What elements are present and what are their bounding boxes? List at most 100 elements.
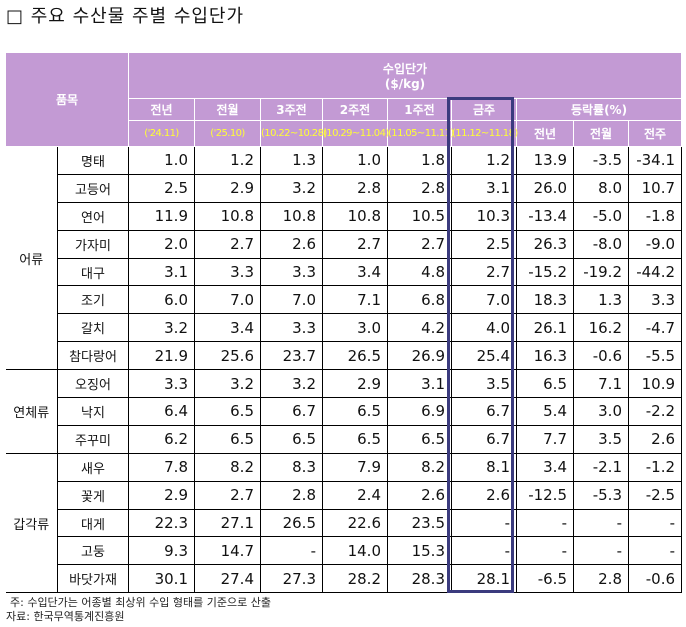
value-cell: 2.7 [194,229,261,259]
value-cell: -34.1 [627,146,683,175]
value-cell: 2.9 [128,480,195,510]
value-cell: 3.3 [260,313,323,343]
period-range: ('25.10) [194,120,261,147]
value-cell: 2.6 [260,229,323,259]
value-cell: 3.1 [387,369,452,399]
item-name: 가자미 [57,229,129,259]
value-cell: 10.3 [451,201,517,231]
value-cell: 18.3 [516,285,574,315]
table-row: 연체류 오징어 3.3 3.2 3.2 2.9 3.1 3.5 6.5 7.1 10.9 [5,369,683,454]
period-range: (10.22~10.28) [260,120,327,147]
value-cell: 3.5 [451,369,517,399]
value-cell: 10.8 [194,201,261,231]
value-cell: 5.4 [516,397,574,426]
value-cell: 3.3 [128,369,195,399]
value-cell: 26.5 [260,508,323,538]
table-row: 어류 명태 1.0 1.2 1.3 1.0 1.8 1.2 13.9 -3.5 -34.1 [5,145,683,371]
value-cell: - [451,508,517,538]
value-cell: 2.9 [194,173,261,203]
period-label: 2주전 [322,98,388,121]
value-cell: 23.7 [260,341,323,371]
value-cell: 2.8 [260,480,323,510]
value-cell: 28.1 [451,564,517,594]
item-name: 대게 [57,508,129,538]
value-cell: 1.0 [128,146,195,175]
value-cell: 16.2 [573,313,629,343]
value-cell: 2.6 [451,480,517,510]
period-label: 전월 [194,98,261,121]
value-cell: 3.4 [322,257,388,287]
value-cell: 2.5 [128,173,195,203]
value-cell: 3.2 [194,369,261,399]
value-cell: 27.3 [260,564,323,594]
period-label: 금주 [451,98,517,121]
value-cell: 7.1 [322,285,388,315]
period-label: 전년 [128,98,195,121]
value-cell: 10.7 [627,173,683,203]
value-cell: 3.2 [260,369,323,399]
value-cell: 7.9 [322,452,388,482]
value-cell: 3.3 [260,257,323,287]
value-cell: 26.5 [322,341,388,371]
value-cell: -19.2 [573,257,629,287]
table-row: 갈치 3.2 3.4 3.3 3.0 4.2 4.0 26.1 16.2 -4.7 [6,313,683,343]
value-cell: 1.0 [322,146,388,175]
value-cell: 14.0 [322,536,388,566]
item-name: 새우 [57,452,129,482]
value-cell: -2.5 [627,480,683,510]
value-cell: 2.7 [194,480,261,510]
table-row: 꽃게 2.9 2.7 2.8 2.4 2.6 2.6 -12.5 -5.3 -2.5 [6,480,683,510]
value-cell: 26.9 [387,341,452,371]
period-range: (11.12~11.18) [451,120,518,147]
value-cell: 26.0 [516,173,574,203]
value-cell: 8.2 [387,452,452,482]
value-cell: 22.3 [128,508,195,538]
value-cell: 2.8 [387,173,452,203]
value-cell: -1.2 [627,452,683,482]
value-cell: 25.4 [451,341,517,371]
item-name: 바닷가재 [57,564,129,594]
price-unit: ($/kg) [384,77,426,91]
value-cell: 6.0 [128,285,195,315]
value-cell: 6.5 [387,424,452,454]
table-row: 참다랑어 21.9 25.6 23.7 26.5 26.9 25.4 16.3 -0.6 -5.5 [6,341,683,371]
value-cell: - [516,536,574,566]
table-row: 대게 22.3 27.1 26.5 22.6 23.5- - - - [6,508,683,538]
value-cell: 3.2 [260,173,323,203]
value-cell: 9.3 [128,536,195,566]
value-cell: 27.4 [194,564,261,594]
value-cell: - [627,536,683,566]
value-cell: 3.1 [128,257,195,287]
period-label: 1주전 [387,98,452,121]
group-name: 연체류 [5,369,58,454]
value-cell: 3.4 [194,313,261,343]
value-cell: 14.7 [194,536,261,566]
value-cell: 15.3 [387,536,452,566]
value-cell: -9.0 [627,229,683,259]
value-cell: 21.9 [128,341,195,371]
price-title: 수입단가 [382,62,428,76]
value-cell: 28.2 [322,564,388,594]
value-cell: 3.5 [573,424,629,454]
value-cell: -15.2 [516,257,574,287]
value-cell: -44.2 [627,257,683,287]
value-cell: 6.5 [194,397,261,426]
value-cell: 7.8 [128,452,195,482]
table-row: 대구 3.1 3.3 3.3 3.4 4.8 2.7 -15.2 -19.2 -44.2 [6,257,683,287]
value-cell: - [627,508,683,538]
item-name: 고등어 [57,173,129,203]
value-cell: -2.1 [573,452,629,482]
table-row: 가자미 2.0 2.7 2.6 2.7 2.7 2.5 26.3 -8.0 -9.0 [6,229,683,259]
value-cell: 26.1 [516,313,574,343]
value-cell: 7.0 [260,285,323,315]
value-cell: 27.1 [194,508,261,538]
value-cell: 7.7 [516,424,574,454]
value-cell: - [260,536,323,566]
page-title: □ 주요 수산물 주별 수입단가 [6,6,245,27]
value-cell: -4.7 [627,313,683,343]
header-price: 수입단가 ($/kg) [127,52,683,99]
value-cell: 1.3 [260,146,323,175]
value-cell: 13.9 [516,146,574,175]
value-cell: 2.4 [322,480,388,510]
value-cell: 3.2 [128,313,195,343]
